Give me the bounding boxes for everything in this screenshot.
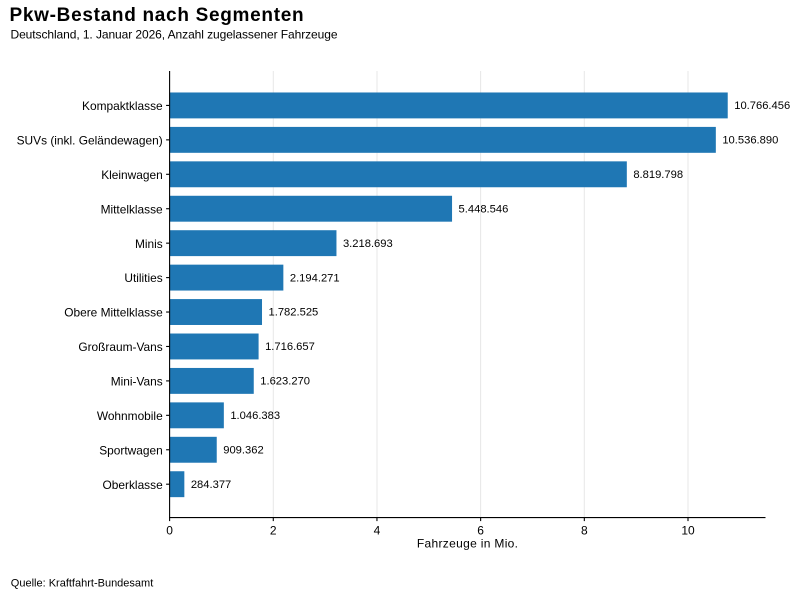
- svg-text:0: 0: [166, 524, 173, 538]
- svg-text:Utilities: Utilities: [124, 271, 162, 285]
- svg-text:Sportwagen: Sportwagen: [99, 443, 162, 457]
- svg-text:3.218.693: 3.218.693: [343, 238, 393, 250]
- svg-text:Kompaktklasse: Kompaktklasse: [82, 99, 163, 113]
- svg-text:Pkw-Bestand nach Segmenten: Pkw-Bestand nach Segmenten: [10, 5, 305, 26]
- svg-text:8.819.798: 8.819.798: [633, 169, 683, 181]
- svg-text:SUVs (inkl. Geländewagen): SUVs (inkl. Geländewagen): [17, 133, 163, 147]
- svg-text:2: 2: [270, 524, 277, 538]
- svg-text:Mini-Vans: Mini-Vans: [111, 375, 163, 389]
- svg-text:10: 10: [681, 524, 695, 538]
- svg-text:1.716.657: 1.716.657: [265, 341, 315, 353]
- svg-text:2.194.271: 2.194.271: [290, 272, 340, 284]
- svg-text:Obere Mittelklasse: Obere Mittelklasse: [64, 306, 163, 320]
- svg-text:1.782.525: 1.782.525: [269, 307, 319, 319]
- svg-text:Wohnmobile: Wohnmobile: [97, 409, 163, 423]
- svg-text:Deutschland, 1. Januar 2026, A: Deutschland, 1. Januar 2026, Anzahl zuge…: [11, 27, 338, 41]
- svg-text:Oberklasse: Oberklasse: [103, 478, 164, 492]
- svg-text:284.377: 284.377: [191, 479, 231, 491]
- svg-text:6: 6: [477, 524, 484, 538]
- svg-text:5.448.546: 5.448.546: [459, 203, 509, 215]
- svg-text:10.536.890: 10.536.890: [722, 135, 778, 147]
- svg-text:10.766.456: 10.766.456: [734, 100, 790, 112]
- svg-text:Quelle: Kraftfahrt-Bundesamt: Quelle: Kraftfahrt-Bundesamt: [11, 577, 153, 589]
- svg-text:1.046.383: 1.046.383: [230, 410, 280, 422]
- svg-text:4: 4: [374, 524, 381, 538]
- svg-text:8: 8: [581, 524, 588, 538]
- svg-text:Fahrzeuge in Mio.: Fahrzeuge in Mio.: [417, 536, 519, 550]
- svg-text:Kleinwagen: Kleinwagen: [101, 168, 162, 182]
- svg-text:Minis: Minis: [135, 237, 163, 251]
- svg-text:Mittelklasse: Mittelklasse: [101, 202, 163, 216]
- svg-text:909.362: 909.362: [223, 444, 263, 456]
- svg-text:Großraum-Vans: Großraum-Vans: [78, 340, 162, 354]
- svg-text:1.623.270: 1.623.270: [260, 376, 310, 388]
